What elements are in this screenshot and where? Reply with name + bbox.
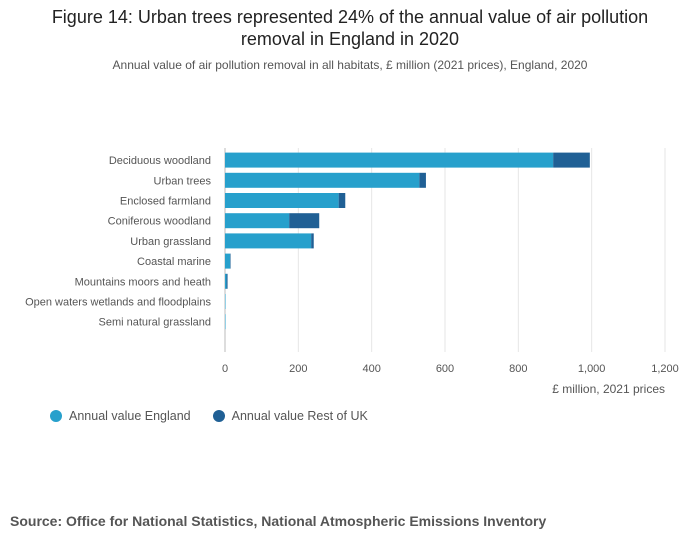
category-label: Urban trees [154,175,212,187]
legend-label-rest-of-uk: Annual value Rest of UK [231,409,368,423]
chart-subtitle: Annual value of air pollution removal in… [112,58,588,72]
category-label: Coniferous woodland [108,216,211,228]
bar-england[interactable] [225,213,290,229]
category-label: Coastal marine [137,256,211,268]
category-label: Semi natural grassland [98,317,211,329]
bar-england[interactable] [225,314,226,330]
x-tick-label: 800 [509,363,527,375]
legend-swatch-england [50,410,62,422]
category-labels: Deciduous woodland Urban trees Enclosed fa… [25,155,211,329]
category-label: Open waters wetlands and floodplains [25,297,211,309]
x-tick-label: 400 [362,363,380,375]
category-label: Mountains moors and heath [75,276,211,288]
x-axis-label: £ million, 2021 prices [552,382,665,396]
bar-england[interactable] [225,233,312,249]
source-note: Source: Office for National Statistics, … [10,513,547,529]
chart-title-line-1: Figure 14: Urban trees represented 24% o… [51,7,649,27]
legend: Annual value England Annual value Rest o… [50,409,390,423]
bar-england[interactable] [225,294,226,309]
x-tick-label: 600 [436,363,454,375]
category-label: Deciduous woodland [109,155,211,167]
bar-england[interactable] [225,273,227,289]
bar-england[interactable] [225,152,554,168]
category-label: Enclosed farmland [120,196,211,208]
x-tick-labels: 0 200 400 600 800 1,000 1,200 [222,363,679,375]
x-tick-label: 1,000 [578,363,606,375]
chart-title: Figure 14: Urban trees represented 24% o… [0,6,700,50]
legend-item-england[interactable]: Annual value England [50,409,191,423]
x-tick-label: 200 [289,363,307,375]
x-tick-label: 1,200 [651,363,679,375]
x-tick-label: 0 [222,363,228,375]
bar-rest-of-uk[interactable] [311,233,314,249]
bar-rest-of-uk[interactable] [226,273,228,289]
bar-england[interactable] [225,193,339,208]
chart-title-line-2: removal in England in 2020 [240,29,460,49]
bar-rest-of-uk[interactable] [289,213,320,229]
bar-england[interactable] [225,172,420,188]
bar-rest-of-uk[interactable] [338,193,346,208]
category-label: Urban grassland [130,236,211,248]
legend-swatch-rest-of-uk [212,410,225,422]
bars [225,152,590,330]
bar-england[interactable] [225,253,231,269]
bar-rest-of-uk[interactable] [419,172,426,188]
legend-label-england: Annual value England [69,409,191,423]
bar-rest-of-uk[interactable] [553,152,590,168]
bar-rest-of-uk[interactable] [230,253,231,269]
legend-item-rest-of-uk[interactable]: Annual value Rest of UK [212,409,368,423]
